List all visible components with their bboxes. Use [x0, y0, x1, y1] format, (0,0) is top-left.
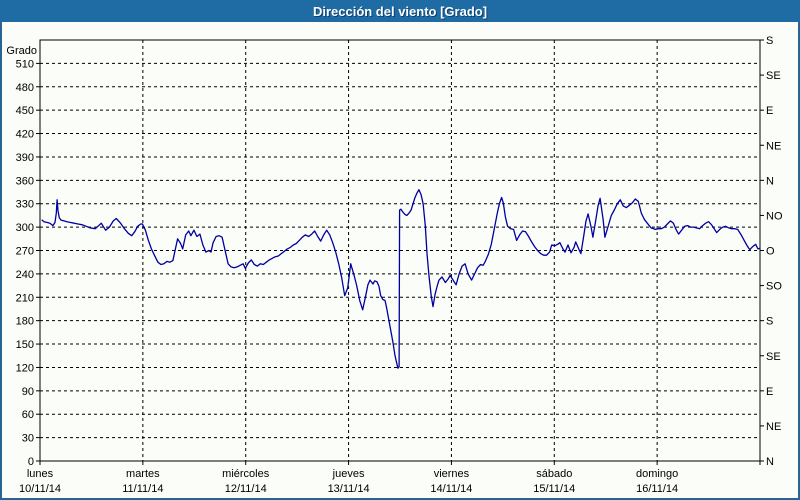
y-tick-label: 300	[16, 222, 34, 234]
day-name-label: sábado	[536, 468, 572, 480]
day-date-label: 16/11/14	[636, 483, 678, 495]
y-tick-label: 390	[16, 152, 34, 164]
wind-direction-line	[41, 189, 761, 369]
y-axis-right: N NE E SE S SO O NO N NE E SE S	[760, 35, 783, 468]
y-tick-label: 270	[16, 246, 34, 258]
grid-vertical	[142, 40, 658, 461]
compass-tick-label: S	[766, 35, 773, 47]
compass-tick-label: N	[766, 175, 774, 187]
y-tick-label: 180	[16, 316, 34, 328]
compass-tick-label: E	[766, 386, 773, 398]
y-tick-label: 510	[16, 58, 34, 70]
y-tick-label: 240	[16, 269, 34, 281]
compass-tick-label: N	[766, 456, 774, 468]
compass-tick-label: NE	[766, 140, 781, 152]
day-name-label: lunes	[27, 468, 54, 480]
y-axis-title: Grado	[6, 45, 37, 57]
grid-horizontal	[40, 62, 760, 439]
compass-tick-label: O	[766, 246, 775, 258]
compass-tick-label: SE	[766, 351, 781, 363]
day-name-label: domingo	[636, 468, 678, 480]
day-date-label: 15/11/14	[533, 483, 575, 495]
day-name-label: jueves	[332, 468, 365, 480]
y-tick-label: 480	[16, 82, 34, 94]
y-tick-label: 90	[22, 386, 34, 398]
day-name-label: miércoles	[222, 468, 270, 480]
y-tick-label: 450	[16, 105, 34, 117]
y-tick-label: 330	[16, 199, 34, 211]
y-tick-label: 0	[28, 456, 34, 468]
chart-canvas: 0 30 60 90 120 150 180 210 240 270 300 330 360 390 420…	[6, 35, 783, 495]
day-name-label: viernes	[434, 468, 470, 480]
y-tick-label: 120	[16, 362, 34, 374]
window-title-bar: Dirección del viento [Grado]	[0, 0, 800, 22]
y-tick-label: 210	[16, 292, 34, 304]
day-date-label: 13/11/14	[328, 483, 370, 495]
y-axis-left: 0 30 60 90 120 150 180 210 240 270 300 330 360 390 420…	[6, 45, 40, 468]
compass-tick-label: NE	[766, 421, 781, 433]
y-tick-label: 60	[22, 409, 34, 421]
y-tick-label: 420	[16, 129, 34, 141]
y-tick-label: 30	[22, 433, 34, 445]
series-line	[41, 189, 761, 369]
y-tick-label: 360	[16, 175, 34, 187]
day-date-label: 11/11/14	[122, 483, 163, 495]
day-date-label: 14/11/14	[430, 483, 472, 495]
day-date-label: 12/11/14	[225, 483, 267, 495]
compass-tick-label: E	[766, 105, 773, 117]
compass-tick-label: SO	[766, 281, 782, 293]
compass-tick-label: NO	[766, 210, 783, 222]
chart-title: Dirección del viento [Grado]	[312, 3, 488, 19]
y-tick-label: 150	[16, 339, 34, 351]
x-axis: lunes 10/11/14 martes 11/11/14 miércoles 12/1…	[19, 461, 761, 495]
day-name-label: martes	[126, 468, 160, 480]
compass-tick-label: S	[766, 316, 773, 328]
day-date-label: 10/11/14	[19, 483, 61, 495]
compass-tick-label: SE	[766, 70, 781, 82]
